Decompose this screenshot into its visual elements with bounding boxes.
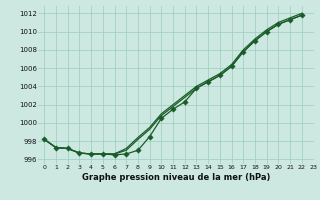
X-axis label: Graphe pression niveau de la mer (hPa): Graphe pression niveau de la mer (hPa) — [82, 173, 270, 182]
